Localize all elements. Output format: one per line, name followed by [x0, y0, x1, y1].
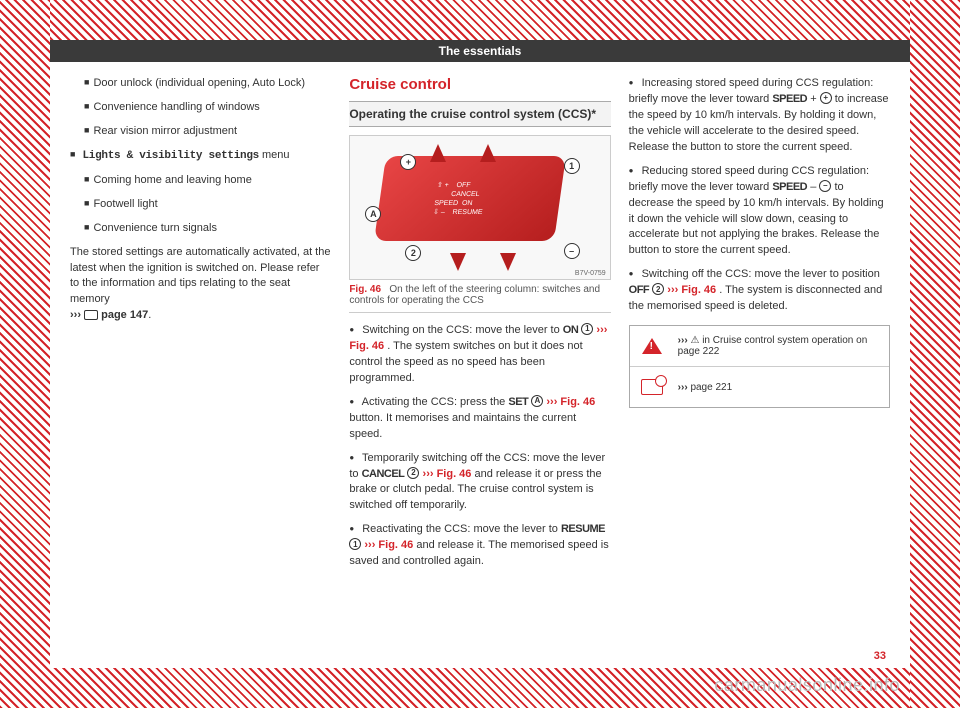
list-item: Rear vision mirror adjustment — [84, 124, 331, 140]
menu-heading: Lights & visibility settings menu — [70, 148, 331, 165]
column-3: Increasing stored speed during CCS regul… — [629, 76, 890, 644]
list-item: Convenience handling of windows — [84, 100, 331, 116]
marker-minus-inline: – — [819, 180, 831, 192]
arrow-icon — [450, 253, 466, 271]
marker-1: 1 — [564, 158, 580, 174]
ref-arrows: ››› — [70, 309, 84, 321]
reference-box: ››› ⚠ in Cruise control system operation… — [629, 325, 890, 408]
menu-suffix: menu — [262, 149, 290, 161]
header-title: The essentials — [50, 40, 910, 62]
marker-1-inline: 1 — [581, 323, 593, 335]
list-item: Coming home and leaving home — [84, 173, 331, 189]
bullet-item: Switching on the CCS: move the lever to … — [349, 323, 610, 387]
bullet-item: Switching off the CCS: move the lever to… — [629, 267, 890, 315]
arrow-icon — [500, 253, 516, 271]
bullet-item: Activating the CCS: press the SET A ››› … — [349, 395, 610, 443]
fig-number: Fig. 46 — [349, 284, 381, 295]
marker-2-inline: 2 — [652, 283, 664, 295]
reference-row: ››› ⚠ in Cruise control system operation… — [630, 326, 889, 366]
hatching-top — [0, 0, 960, 40]
figure-caption: Fig. 46 On the left of the steering colu… — [349, 284, 610, 313]
list-item: Footwell light — [84, 197, 331, 213]
section-title: Cruise control — [349, 76, 610, 93]
ref-page: page 147 — [101, 309, 148, 321]
page-content: The essentials Door unlock (individual o… — [50, 40, 910, 668]
reference-row: ››› page 221 — [630, 366, 889, 407]
manual-icon — [638, 375, 666, 399]
marker-2: 2 — [405, 245, 421, 261]
figure-46: ⇧ + OFF CANCEL SPEED ON ⇩ – RESUME + 1 A… — [349, 135, 610, 280]
marker-2-inline: 2 — [407, 467, 419, 479]
sub-heading: Operating the cruise control system (CCS… — [349, 101, 610, 127]
warning-icon — [638, 334, 666, 358]
page-number: 33 — [874, 650, 886, 662]
fig-text: On the left of the steering column: swit… — [349, 284, 600, 306]
para-text: The stored settings are automatically ac… — [70, 246, 330, 306]
watermark: carmanualsonline.info — [714, 675, 900, 696]
list-item: Convenience turn signals — [84, 221, 331, 237]
marker-plus-inline: + — [820, 92, 832, 104]
paragraph: The stored settings are automatically ac… — [70, 245, 331, 325]
bullet-item: Increasing stored speed during CCS regul… — [629, 76, 890, 156]
arrow-icon — [480, 144, 496, 162]
columns: Door unlock (individual opening, Auto Lo… — [70, 76, 890, 644]
marker-a-inline: A — [531, 395, 543, 407]
arrow-icon — [430, 144, 446, 162]
book-icon — [84, 310, 98, 320]
marker-1-inline: 1 — [349, 538, 361, 550]
list-item: Door unlock (individual opening, Auto Lo… — [84, 76, 331, 92]
image-code: B7V-0759 — [575, 270, 606, 277]
column-1: Door unlock (individual opening, Auto Lo… — [70, 76, 331, 644]
column-2: Cruise control Operating the cruise cont… — [349, 76, 610, 644]
menu-label: Lights & visibility settings — [83, 150, 259, 162]
bullet-item: Reactivating the CCS: move the lever to … — [349, 522, 610, 570]
lever-labels: ⇧ + OFF CANCEL SPEED ON ⇩ – RESUME — [433, 181, 488, 217]
hatching-left — [0, 0, 50, 708]
ref-text: ››› ⚠ in Cruise control system operation… — [678, 335, 881, 357]
bullet-item: Reducing stored speed during CCS regulat… — [629, 164, 890, 260]
ref-text: ››› page 221 — [678, 382, 733, 393]
marker-minus: – — [564, 243, 580, 259]
bullet-item: Temporarily switching off the CCS: move … — [349, 451, 610, 515]
hatching-right — [910, 0, 960, 708]
